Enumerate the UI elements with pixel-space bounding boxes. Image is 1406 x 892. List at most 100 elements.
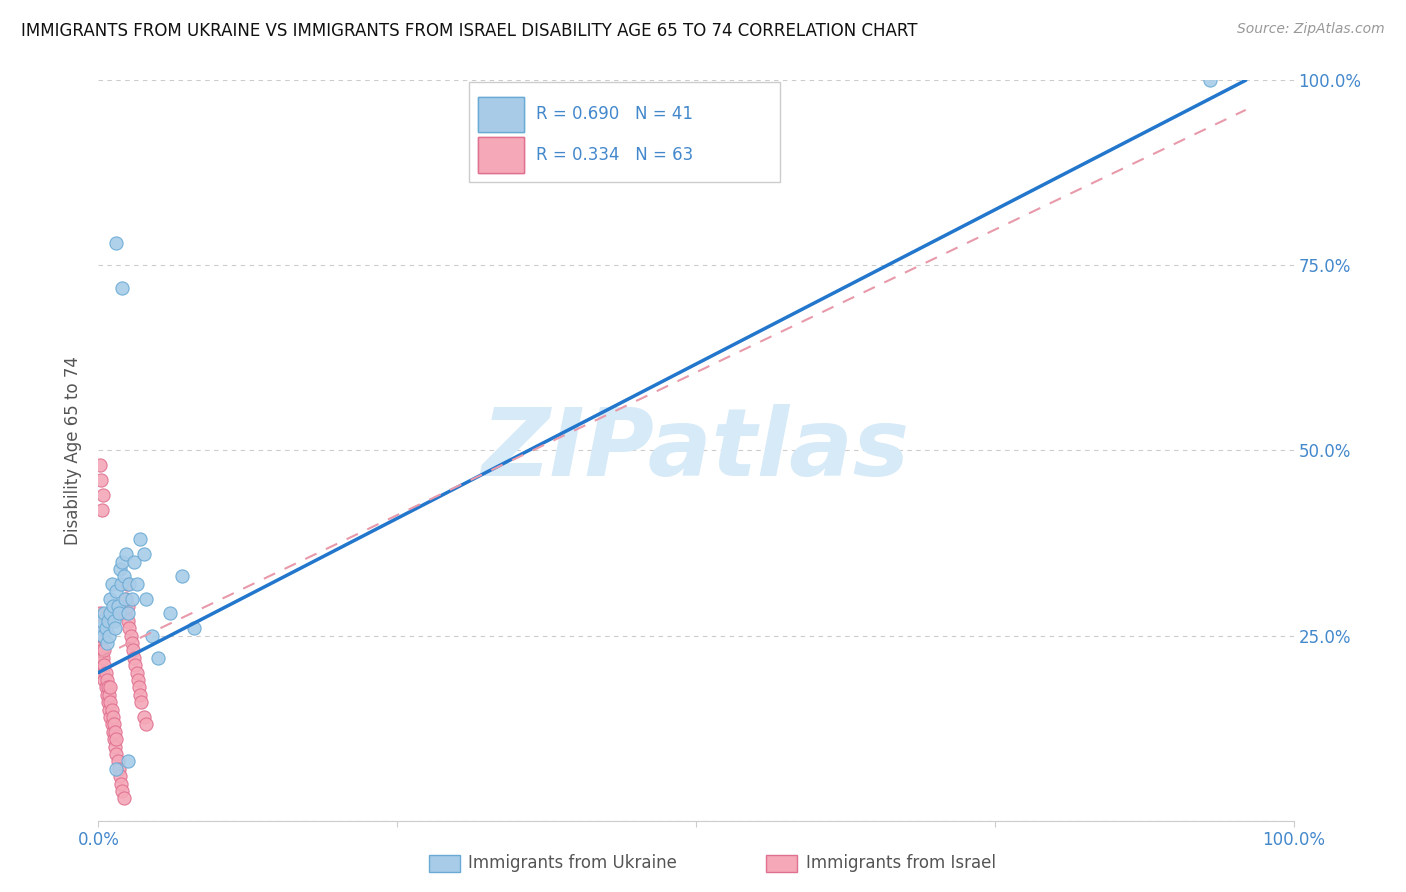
Point: [90, 621, 112, 635]
Point: [91, 628, 114, 642]
Point: [111, 555, 134, 569]
Point: [118, 621, 141, 635]
Point: [93, 673, 115, 687]
Point: [129, 688, 152, 702]
Point: [159, 607, 181, 621]
Point: [148, 650, 170, 665]
Point: [105, 584, 128, 599]
Point: [112, 569, 135, 583]
Point: [115, 547, 138, 561]
Point: [94, 621, 117, 635]
Point: [105, 762, 128, 776]
Point: [124, 650, 146, 665]
Point: [98, 591, 122, 606]
Point: [91, 650, 114, 665]
Point: [89, 607, 111, 621]
Point: [1199, 73, 1222, 87]
Point: [98, 681, 122, 695]
Point: [108, 769, 131, 783]
Point: [128, 681, 150, 695]
Point: [100, 576, 122, 591]
Point: [91, 665, 114, 680]
Point: [96, 688, 118, 702]
Point: [141, 628, 163, 642]
Point: [125, 665, 148, 680]
Point: [114, 591, 136, 606]
Point: [132, 710, 155, 724]
Point: [111, 784, 134, 798]
Text: Source: ZipAtlas.com: Source: ZipAtlas.com: [1237, 22, 1385, 37]
Point: [108, 562, 131, 576]
Point: [91, 502, 114, 516]
Point: [131, 695, 153, 709]
Point: [91, 488, 114, 502]
Text: R = 0.334   N = 63: R = 0.334 N = 63: [536, 146, 693, 164]
FancyBboxPatch shape: [478, 96, 524, 132]
Point: [120, 628, 142, 642]
Point: [94, 681, 117, 695]
Y-axis label: Disability Age 65 to 74: Disability Age 65 to 74: [63, 356, 82, 545]
Point: [98, 688, 121, 702]
Point: [98, 703, 121, 717]
Point: [112, 791, 135, 805]
Point: [183, 621, 205, 635]
FancyBboxPatch shape: [478, 137, 524, 173]
Point: [114, 607, 136, 621]
Point: [98, 628, 121, 642]
Point: [96, 636, 118, 650]
Point: [91, 658, 114, 673]
Point: [100, 717, 122, 731]
Point: [98, 695, 122, 709]
Point: [118, 576, 141, 591]
Point: [117, 614, 139, 628]
Point: [89, 458, 111, 473]
Text: R = 0.690   N = 41: R = 0.690 N = 41: [536, 105, 693, 123]
Point: [91, 628, 114, 642]
Point: [91, 614, 114, 628]
Point: [127, 673, 149, 687]
Point: [90, 473, 112, 487]
Point: [132, 547, 155, 561]
Point: [90, 650, 112, 665]
Point: [172, 569, 194, 583]
Point: [103, 717, 125, 731]
Point: [91, 643, 114, 657]
Point: [103, 614, 125, 628]
FancyBboxPatch shape: [470, 82, 780, 182]
Point: [104, 739, 127, 754]
Point: [101, 724, 124, 739]
Point: [89, 636, 111, 650]
Point: [90, 628, 112, 642]
Point: [93, 607, 115, 621]
Point: [104, 621, 127, 635]
Point: [110, 576, 132, 591]
Text: Immigrants from Israel: Immigrants from Israel: [806, 855, 995, 872]
Point: [107, 607, 129, 621]
Point: [121, 591, 143, 606]
Point: [110, 776, 132, 791]
Point: [115, 576, 138, 591]
Point: [104, 724, 127, 739]
Point: [97, 695, 120, 709]
Point: [97, 681, 120, 695]
Point: [135, 591, 157, 606]
Point: [91, 621, 114, 635]
Text: ZIPatlas: ZIPatlas: [482, 404, 910, 497]
Point: [105, 732, 128, 747]
Point: [107, 755, 129, 769]
Point: [107, 762, 129, 776]
Point: [100, 703, 122, 717]
Point: [117, 607, 139, 621]
Point: [121, 636, 143, 650]
Point: [103, 732, 125, 747]
Point: [135, 717, 157, 731]
Point: [93, 643, 115, 657]
Point: [97, 614, 120, 628]
Point: [117, 755, 139, 769]
Point: [115, 591, 138, 606]
Point: [98, 710, 122, 724]
Point: [94, 665, 117, 680]
Point: [129, 533, 152, 547]
Point: [98, 607, 122, 621]
Text: IMMIGRANTS FROM UKRAINE VS IMMIGRANTS FROM ISRAEL DISABILITY AGE 65 TO 74 CORREL: IMMIGRANTS FROM UKRAINE VS IMMIGRANTS FR…: [21, 22, 918, 40]
